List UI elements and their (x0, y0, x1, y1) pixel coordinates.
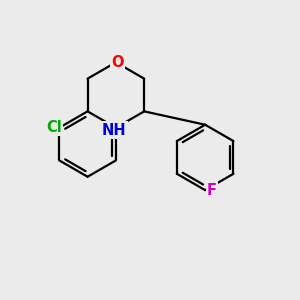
Text: F: F (207, 183, 217, 198)
Text: Cl: Cl (46, 120, 62, 135)
Text: O: O (111, 55, 124, 70)
Text: NH: NH (102, 123, 127, 138)
